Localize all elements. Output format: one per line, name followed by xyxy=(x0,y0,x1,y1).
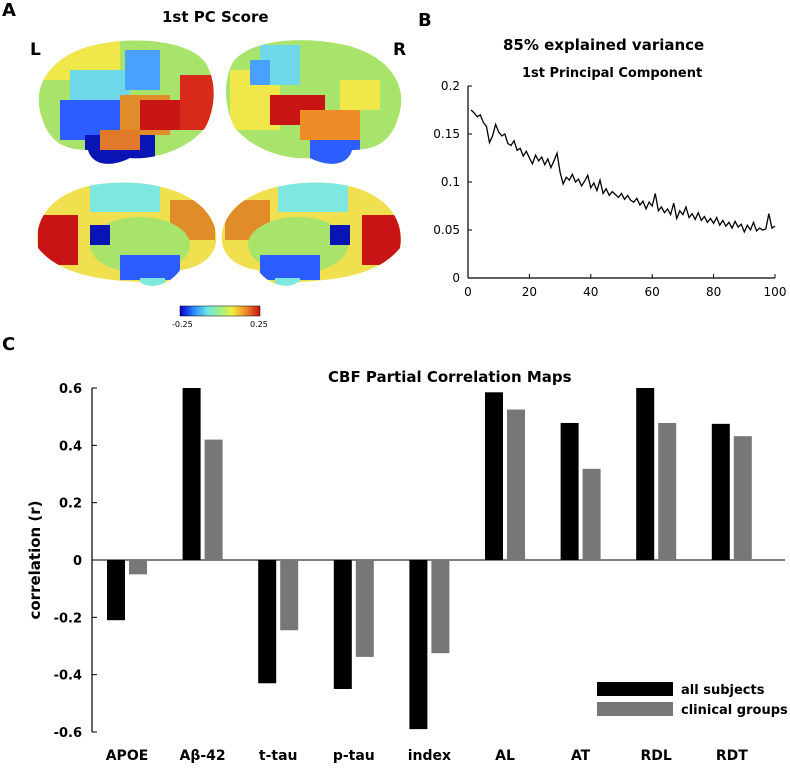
right-hemisphere-label: R xyxy=(393,40,407,60)
colorbar xyxy=(179,305,261,317)
panel-a-title: 1st PC Score xyxy=(162,8,269,26)
bar-clinical-groups xyxy=(507,409,525,560)
x-tick-label: Aβ-42 xyxy=(180,748,226,764)
series-line xyxy=(470,109,776,234)
legend-swatch xyxy=(597,682,673,696)
y-tick-label: 0.4 xyxy=(59,439,82,454)
y-tick-label: 0 xyxy=(73,554,82,569)
x-tick-label: index xyxy=(408,748,451,764)
x-tick-label: 80 xyxy=(706,285,721,299)
colorbar-min-label: -0.25 xyxy=(172,320,193,329)
panel-b-title: 85% explained variance xyxy=(503,36,705,54)
y-tick-label: 0.6 xyxy=(59,382,82,397)
x-tick-label: 100 xyxy=(764,285,787,299)
y-axis-title: correlation (r) xyxy=(26,500,44,619)
bar-clinical-groups xyxy=(280,560,299,631)
x-tick-label: 0 xyxy=(464,285,472,299)
y-tick-label: 0.15 xyxy=(433,127,460,141)
bar-clinical-groups xyxy=(204,439,223,560)
panel-b-subtitle: 1st Principal Component xyxy=(522,66,703,81)
x-tick-label: AL xyxy=(495,748,515,764)
bar-all-subjects xyxy=(485,392,503,560)
bar-all-subjects xyxy=(560,422,579,560)
bar-clinical-groups xyxy=(431,560,450,654)
x-tick-label: RDT xyxy=(716,748,748,764)
bar-all-subjects xyxy=(107,560,125,621)
x-tick-label: RDL xyxy=(641,748,672,764)
bar-clinical-groups xyxy=(733,436,752,560)
left-hemisphere-label: L xyxy=(30,40,41,60)
y-tick-label: 0.05 xyxy=(433,223,460,237)
bar-clinical-groups xyxy=(582,468,601,560)
bar-clinical-groups xyxy=(658,422,677,560)
bar-all-subjects xyxy=(182,388,201,560)
x-tick-label: 20 xyxy=(522,285,537,299)
x-tick-label: APOE xyxy=(106,748,149,764)
panel-c-letter: C xyxy=(2,334,16,355)
panel-a-letter: A xyxy=(2,0,16,21)
legend-swatch xyxy=(597,702,673,716)
bar-all-subjects xyxy=(333,560,352,689)
legend-label: all subjects xyxy=(681,683,765,698)
x-tick-label: 60 xyxy=(645,285,660,299)
line-chart: 0 0.05 0.1 0.15 0.2 0 20 40 60 80 100 xyxy=(433,79,787,299)
colorbar-max-label: 0.25 xyxy=(250,320,268,329)
bar-clinical-groups xyxy=(355,560,374,657)
bar-all-subjects xyxy=(711,423,730,560)
bar-all-subjects xyxy=(409,560,428,730)
bar-all-subjects xyxy=(258,560,277,684)
y-tick-label: -0.6 xyxy=(54,726,82,741)
y-tick-label: 0.1 xyxy=(441,175,460,189)
panel-b-letter: B xyxy=(418,10,432,31)
y-tick-label: 0.2 xyxy=(441,79,460,93)
panel-c-title: CBF Partial Correlation Maps xyxy=(328,368,572,386)
y-tick-label: 0 xyxy=(452,271,460,285)
y-tick-label: -0.4 xyxy=(54,669,82,684)
y-tick-label: -0.2 xyxy=(54,611,82,626)
x-tick-label: p-tau xyxy=(333,748,375,764)
bar-all-subjects xyxy=(636,388,655,560)
x-tick-label: t-tau xyxy=(259,748,298,764)
brain-maps: -0.25 0.25 xyxy=(37,40,402,329)
x-tick-label: 40 xyxy=(583,285,598,299)
x-tick-label: AT xyxy=(571,748,591,764)
legend-label: clinical groups xyxy=(681,703,788,718)
bar-clinical-groups xyxy=(129,560,147,575)
y-tick-label: 0.2 xyxy=(59,497,82,512)
